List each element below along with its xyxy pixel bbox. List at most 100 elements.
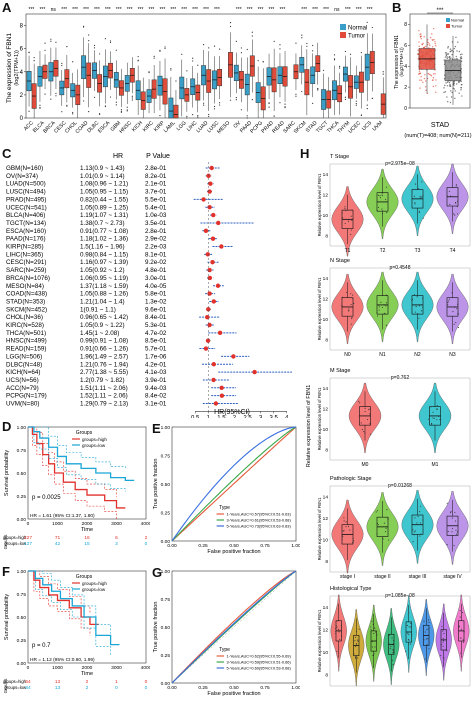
box-outlier	[213, 45, 216, 47]
violin-point	[357, 639, 359, 641]
box-outlier	[333, 54, 336, 56]
roc-legend-label: 3-Years,AUC=0.61(95%CI:0.53-0.68)	[227, 518, 292, 523]
violin-point	[378, 309, 380, 311]
violin-point	[340, 624, 342, 626]
panel-letter-b: B	[392, 0, 402, 15]
violin-frame	[329, 485, 471, 573]
box-outlier	[208, 47, 210, 49]
violin-shape	[436, 163, 469, 234]
violin-point	[456, 533, 458, 535]
violin-point	[352, 294, 354, 296]
violin-point	[424, 631, 426, 633]
significance-label: ***	[192, 7, 198, 13]
legend-tumor-label: Tumor	[348, 34, 365, 40]
violin-point	[418, 317, 420, 319]
significance-label: ns	[51, 7, 57, 13]
violin-point	[335, 628, 337, 630]
panel-a-frame	[25, 13, 387, 119]
forest-point	[209, 165, 214, 171]
violin-point	[454, 511, 456, 513]
box-outlier	[344, 98, 347, 100]
box-outlier	[257, 60, 259, 62]
violin-point	[430, 406, 432, 408]
forest-row-label: LIHC(N=365)	[6, 251, 43, 258]
jitter-point	[458, 92, 460, 94]
violin-point	[422, 297, 424, 299]
legend-tumor-label: Tumor	[451, 24, 463, 29]
violin-point	[375, 511, 377, 513]
box-outlier	[197, 64, 199, 66]
violin-point	[449, 203, 451, 206]
forest-row-p: 1.0e-03	[145, 212, 167, 219]
violin-point	[341, 305, 343, 307]
km-survival-curve	[28, 426, 135, 482]
jitter-point	[448, 56, 450, 59]
violin-point	[454, 306, 456, 308]
forest-row-label: KIRP(N=285)	[6, 244, 44, 251]
violin-point	[423, 620, 425, 622]
violin-shape	[401, 490, 434, 564]
violin-point	[424, 658, 426, 660]
violin-point	[350, 215, 352, 217]
violin-point	[457, 213, 459, 215]
violin-point	[458, 625, 460, 627]
jitter-point	[449, 83, 451, 86]
violin-point	[373, 626, 375, 628]
violin-point	[371, 620, 373, 622]
km-legend-title: Groups	[76, 574, 93, 580]
violin-category-label: N2	[414, 352, 421, 358]
box-outlier	[306, 45, 308, 47]
jitter-point	[419, 72, 422, 75]
roc-legend-label: 1-Years,AUC=0.62(95%CI:0.55-0.69)	[227, 654, 292, 659]
box-outlier	[218, 104, 221, 106]
risk-count: 0	[115, 685, 118, 691]
tumor-box	[173, 104, 179, 119]
box-outlier	[115, 101, 117, 103]
forest-row-hr: 0.91(0.77 ~ 1.08)	[80, 228, 128, 235]
box-outlier	[126, 109, 128, 111]
panel-letter-d: D	[2, 419, 12, 434]
violin-point	[388, 634, 390, 636]
significance-label: ***	[61, 7, 67, 13]
violin-point	[447, 304, 449, 306]
violin-frame	[329, 163, 471, 247]
violin-category-label: M1	[432, 462, 439, 468]
violin-point	[448, 300, 450, 302]
violin-point	[436, 404, 438, 407]
box-outlier	[170, 69, 172, 71]
legend-normal-label: Normal	[348, 26, 367, 32]
box-outlier	[240, 52, 243, 54]
violin-point	[427, 638, 429, 640]
x-tick-label: 0.00	[167, 685, 177, 691]
box-outlier	[229, 99, 232, 101]
violin-point	[392, 664, 394, 666]
violin-shape	[401, 165, 434, 236]
jitter-point	[456, 58, 459, 60]
box-outlier	[279, 48, 281, 50]
jitter-point	[419, 87, 421, 89]
violin-point	[428, 621, 430, 624]
y-tick-label: 8	[325, 673, 328, 679]
roc-xlabel: False positive fraction	[207, 691, 260, 697]
violin-point	[340, 627, 343, 629]
jitter-point	[454, 90, 456, 92]
forest-row-hr: 1.05(0.89 ~ 1.25)	[80, 204, 128, 211]
violin-shape	[330, 594, 347, 672]
legend-normal-swatch	[340, 24, 346, 30]
violin-point	[414, 530, 416, 532]
forest-row-p: 4.1e-03	[145, 369, 167, 376]
forest-row-hr: 1.05(0.88 ~ 1.26)	[80, 291, 128, 298]
violin-point	[432, 411, 434, 413]
x-tick-label: 4000	[141, 665, 150, 671]
jitter-point	[455, 55, 457, 58]
panel-h-ylabel-shared: Relative expression level of FBN1	[306, 385, 312, 468]
violin-point	[442, 641, 444, 643]
violin-point	[419, 522, 421, 524]
forest-row-label: CHOL(N=36)	[6, 314, 43, 321]
forest-point	[206, 307, 211, 312]
violin-point	[414, 517, 416, 519]
violin-point	[410, 641, 412, 643]
box-outlier	[382, 71, 384, 73]
box-outlier	[120, 109, 123, 111]
jitter-point	[435, 91, 437, 93]
